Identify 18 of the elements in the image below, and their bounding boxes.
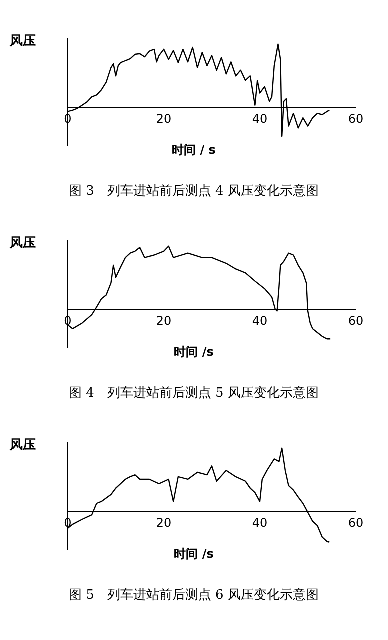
x-tick-label: 20	[156, 314, 172, 328]
x-tick-label: 60	[348, 112, 364, 126]
x-tick-label: 60	[348, 314, 364, 328]
text: 图 3 列车进站前后测点 4 风压变化示意图	[68, 183, 320, 200]
x-tick-label: 40	[252, 112, 268, 126]
y-axis-title: 风压	[10, 235, 36, 252]
x-tick-label: 40	[252, 516, 268, 530]
x-tick-label: 20	[156, 516, 172, 530]
y-axis-title: 风压	[10, 437, 36, 454]
x-axis-title: 时间 /s	[173, 546, 215, 563]
x-tick-label: 60	[348, 516, 364, 530]
x-axis-title: 时间 /s	[173, 344, 215, 361]
text: 图 4 列车进站前后测点 5 风压变化示意图	[68, 385, 320, 402]
x-axis-title: 时间 / s	[171, 142, 217, 159]
x-tick-label: 40	[252, 314, 268, 328]
x-tick-label: 20	[156, 112, 172, 126]
y-axis-title: 风压	[10, 33, 36, 50]
text: 图 5 列车进站前后测点 6 风压变化示意图	[68, 587, 320, 604]
